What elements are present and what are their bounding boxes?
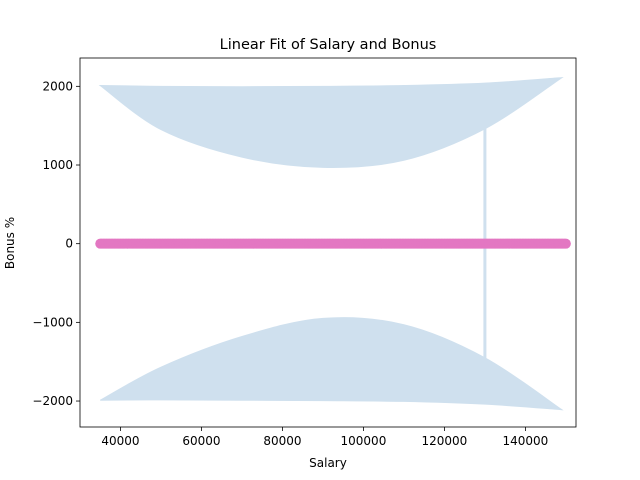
scatter-points [95,238,571,249]
y-axis-ticks: −2000 −1000 0 1000 2000 [32,79,80,408]
y-axis-label: Bonus % [3,217,17,269]
fit-band-layer [98,77,564,411]
chart-title: Linear Fit of Salary and Bonus [220,37,437,53]
y-tick-label: −2000 [32,394,73,408]
x-tick-label: 60000 [182,434,220,448]
x-tick-label: 120000 [422,434,468,448]
y-tick-label: −1000 [32,315,73,329]
fit-band-lower [100,317,564,411]
scatter-point [560,238,571,249]
x-tick-label: 140000 [502,434,548,448]
plot-area-frame [79,57,577,428]
y-tick-label: 0 [65,237,73,251]
x-tick-label: 40000 [101,434,139,448]
x-tick-label: 100000 [341,434,387,448]
x-tick-label: 80000 [263,434,301,448]
x-axis-ticks: 40000 60000 80000 100000 120000 140000 [101,427,548,448]
fit-band-upper [98,77,564,168]
y-tick-label: 2000 [42,79,73,93]
x-axis-label: Salary [309,456,347,470]
y-tick-label: 1000 [42,158,73,172]
